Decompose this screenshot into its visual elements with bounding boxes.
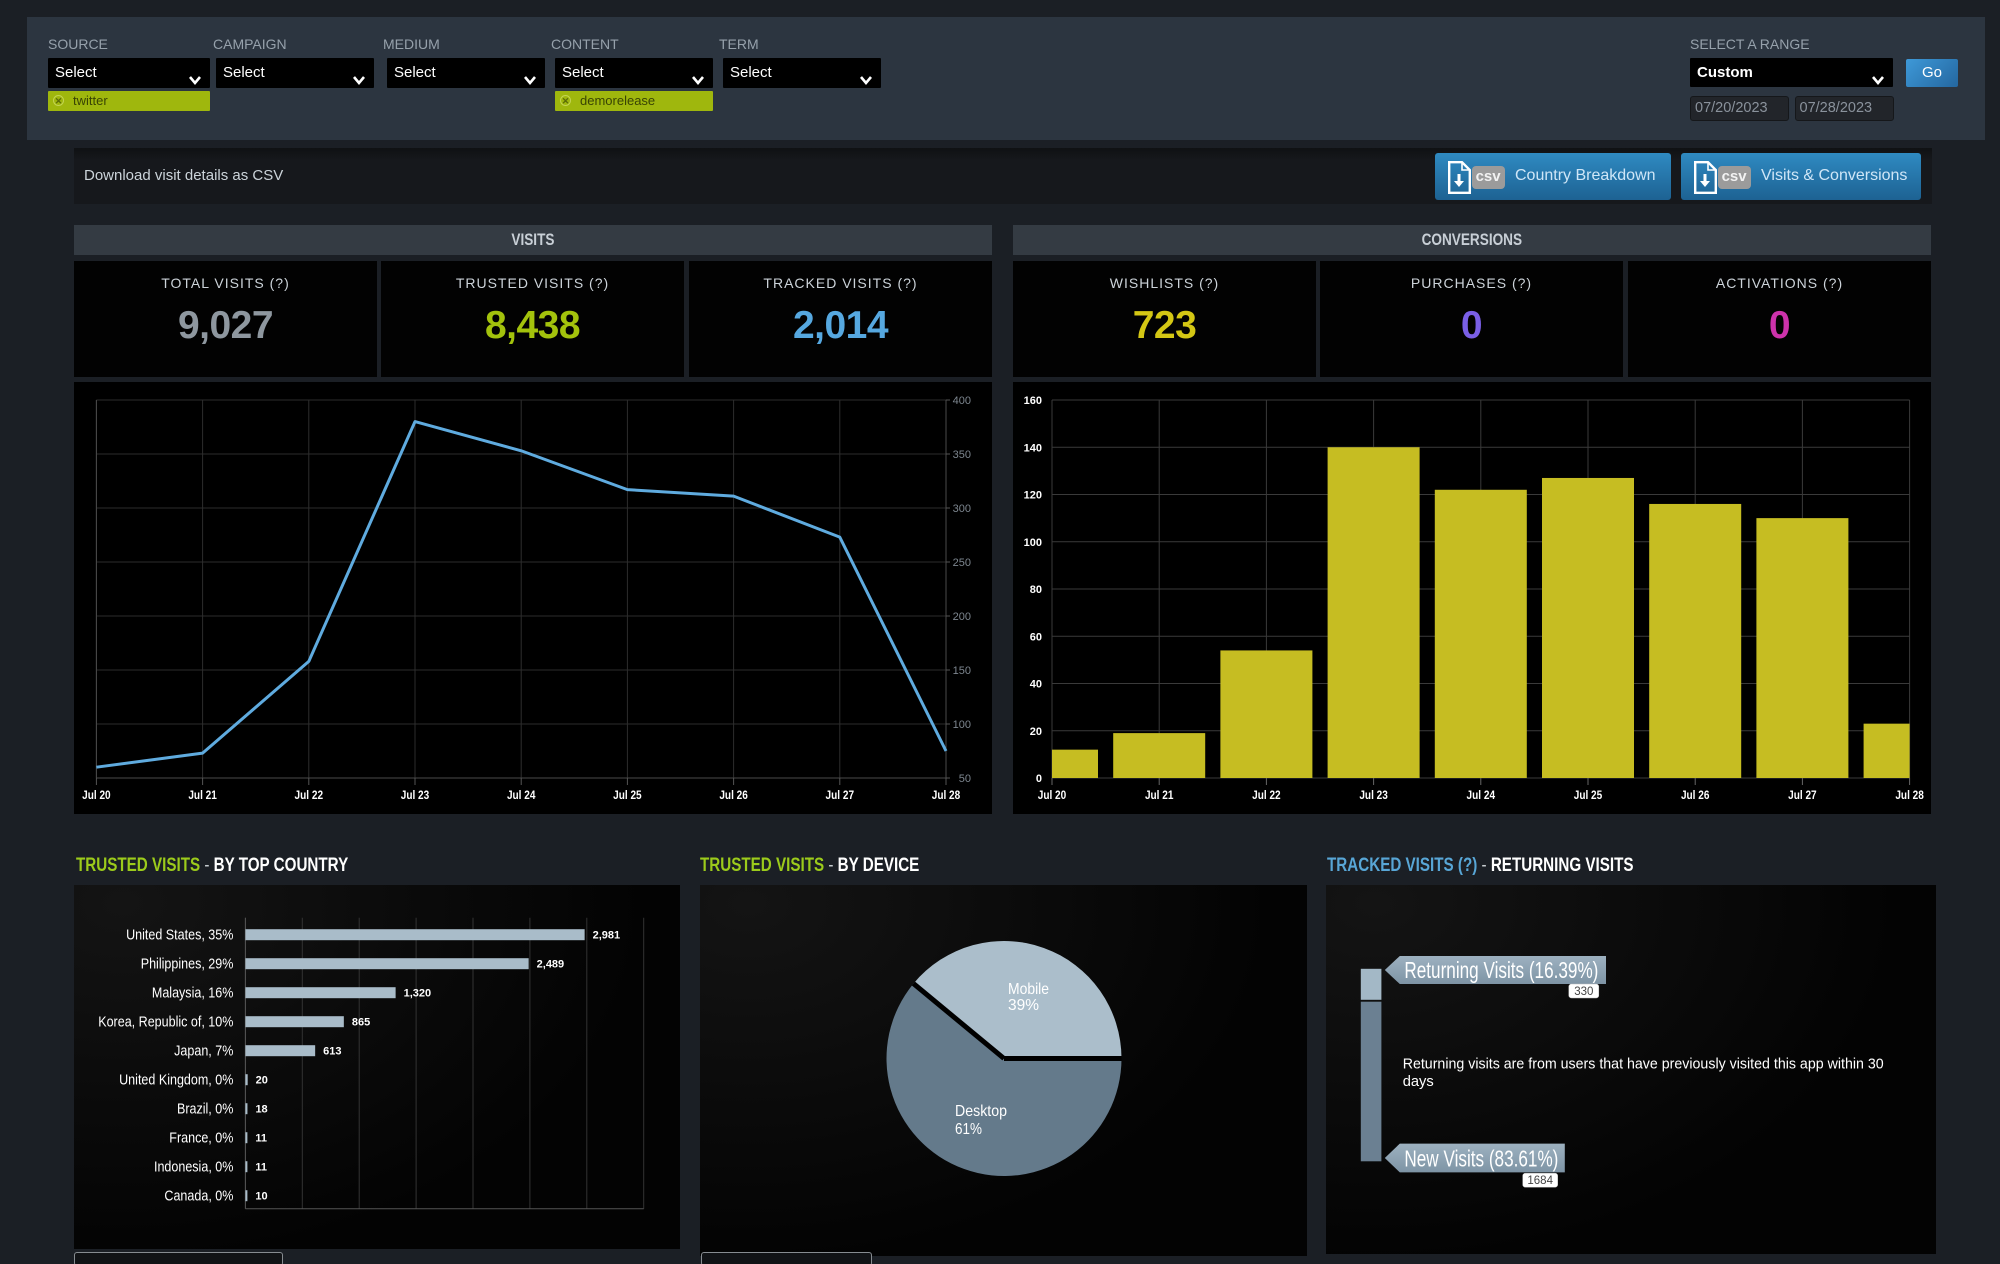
svg-text:11: 11 bbox=[255, 1133, 267, 1145]
svg-text:Brazil, 0%: Brazil, 0% bbox=[177, 1101, 233, 1117]
svg-text:865: 865 bbox=[352, 1017, 370, 1029]
svg-text:150: 150 bbox=[953, 665, 971, 677]
svg-text:Jul 28: Jul 28 bbox=[1895, 788, 1924, 802]
svg-text:Jul 24: Jul 24 bbox=[507, 788, 536, 802]
svg-text:61%: 61% bbox=[955, 1121, 982, 1138]
svg-text:20: 20 bbox=[256, 1075, 268, 1087]
svg-text:days: days bbox=[1403, 1073, 1434, 1090]
svg-text:80: 80 bbox=[1030, 584, 1042, 596]
svg-text:Jul 22: Jul 22 bbox=[1252, 788, 1281, 802]
svg-text:France, 0%: France, 0% bbox=[169, 1130, 233, 1146]
svg-text:Jul 21: Jul 21 bbox=[188, 788, 217, 802]
svg-text:Jul 21: Jul 21 bbox=[1145, 788, 1174, 802]
svg-text:200: 200 bbox=[953, 611, 971, 623]
svg-text:250: 250 bbox=[953, 557, 971, 569]
svg-text:350: 350 bbox=[953, 449, 971, 461]
svg-text:2,981: 2,981 bbox=[593, 930, 621, 942]
svg-text:1684: 1684 bbox=[1527, 1175, 1553, 1187]
svg-text:Jul 24: Jul 24 bbox=[1467, 788, 1496, 802]
svg-text:Jul 28: Jul 28 bbox=[932, 788, 961, 802]
svg-text:1,320: 1,320 bbox=[404, 988, 432, 1000]
svg-text:100: 100 bbox=[1024, 537, 1042, 549]
svg-text:Jul 25: Jul 25 bbox=[613, 788, 642, 802]
svg-text:Malaysia, 16%: Malaysia, 16% bbox=[152, 985, 234, 1001]
svg-text:Jul 26: Jul 26 bbox=[1681, 788, 1710, 802]
svg-text:0: 0 bbox=[1036, 773, 1042, 785]
svg-text:Jul 20: Jul 20 bbox=[82, 788, 111, 802]
svg-text:Korea, Republic of, 10%: Korea, Republic of, 10% bbox=[98, 1014, 233, 1030]
svg-text:120: 120 bbox=[1024, 490, 1042, 502]
svg-text:100: 100 bbox=[953, 719, 971, 731]
svg-text:Philippines, 29%: Philippines, 29% bbox=[141, 956, 234, 972]
svg-text:Jul 27: Jul 27 bbox=[1788, 788, 1817, 802]
svg-text:140: 140 bbox=[1024, 442, 1042, 454]
svg-text:Returning visits are from user: Returning visits are from users that hav… bbox=[1403, 1056, 1884, 1073]
svg-text:2,489: 2,489 bbox=[537, 959, 565, 971]
svg-text:New Visits (83.61%): New Visits (83.61%) bbox=[1404, 1145, 1558, 1171]
svg-text:613: 613 bbox=[323, 1046, 341, 1058]
svg-text:Japan, 7%: Japan, 7% bbox=[174, 1043, 233, 1059]
svg-text:Indonesia, 0%: Indonesia, 0% bbox=[154, 1159, 233, 1175]
svg-text:Jul 23: Jul 23 bbox=[401, 788, 430, 802]
svg-text:Jul 26: Jul 26 bbox=[719, 788, 748, 802]
svg-text:300: 300 bbox=[953, 503, 971, 515]
svg-text:60: 60 bbox=[1030, 631, 1042, 643]
svg-text:18: 18 bbox=[255, 1104, 267, 1116]
svg-text:39%: 39% bbox=[1008, 997, 1039, 1014]
svg-text:20: 20 bbox=[1030, 726, 1042, 738]
svg-text:Jul 20: Jul 20 bbox=[1038, 788, 1067, 802]
svg-text:Jul 27: Jul 27 bbox=[826, 788, 855, 802]
svg-text:10: 10 bbox=[255, 1191, 267, 1203]
svg-text:Returning Visits (16.39%): Returning Visits (16.39%) bbox=[1404, 957, 1598, 983]
svg-text:United Kingdom, 0%: United Kingdom, 0% bbox=[119, 1072, 233, 1088]
svg-text:400: 400 bbox=[953, 395, 971, 407]
svg-text:40: 40 bbox=[1030, 679, 1042, 691]
svg-text:50: 50 bbox=[959, 773, 971, 785]
svg-text:Jul 23: Jul 23 bbox=[1359, 788, 1388, 802]
svg-text:Jul 22: Jul 22 bbox=[295, 788, 324, 802]
svg-text:160: 160 bbox=[1024, 395, 1042, 407]
svg-text:United States, 35%: United States, 35% bbox=[126, 927, 233, 943]
svg-text:330: 330 bbox=[1574, 986, 1593, 998]
svg-text:Desktop: Desktop bbox=[955, 1103, 1007, 1120]
svg-text:Jul 25: Jul 25 bbox=[1574, 788, 1603, 802]
svg-text:11: 11 bbox=[255, 1162, 267, 1174]
svg-text:Canada, 0%: Canada, 0% bbox=[164, 1188, 233, 1204]
svg-text:Mobile: Mobile bbox=[1008, 981, 1049, 998]
